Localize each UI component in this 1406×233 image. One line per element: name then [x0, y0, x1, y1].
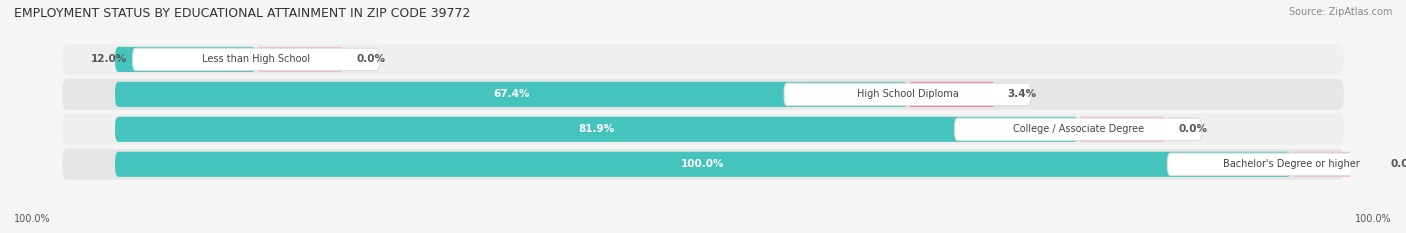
Text: Bachelor's Degree or higher: Bachelor's Degree or higher [1223, 159, 1360, 169]
Legend: In Labor Force, Unemployed: In Labor Force, Unemployed [598, 230, 808, 233]
Text: 81.9%: 81.9% [578, 124, 614, 134]
Text: 100.0%: 100.0% [14, 214, 51, 224]
Text: 3.4%: 3.4% [1008, 89, 1036, 99]
Text: EMPLOYMENT STATUS BY EDUCATIONAL ATTAINMENT IN ZIP CODE 39772: EMPLOYMENT STATUS BY EDUCATIONAL ATTAINM… [14, 7, 471, 20]
Text: College / Associate Degree: College / Associate Degree [1012, 124, 1143, 134]
FancyBboxPatch shape [256, 47, 344, 72]
FancyBboxPatch shape [62, 114, 1344, 145]
FancyBboxPatch shape [62, 149, 1344, 180]
FancyBboxPatch shape [132, 48, 380, 71]
FancyBboxPatch shape [785, 83, 1031, 106]
FancyBboxPatch shape [908, 82, 995, 107]
Text: 0.0%: 0.0% [1178, 124, 1208, 134]
FancyBboxPatch shape [115, 47, 256, 72]
FancyBboxPatch shape [62, 44, 1344, 75]
Text: High School Diploma: High School Diploma [856, 89, 959, 99]
FancyBboxPatch shape [1078, 117, 1167, 142]
Text: 100.0%: 100.0% [682, 159, 724, 169]
Text: 0.0%: 0.0% [356, 55, 385, 64]
Text: Source: ZipAtlas.com: Source: ZipAtlas.com [1288, 7, 1392, 17]
FancyBboxPatch shape [1291, 152, 1379, 177]
Text: 0.0%: 0.0% [1391, 159, 1406, 169]
Text: 12.0%: 12.0% [90, 55, 127, 64]
FancyBboxPatch shape [1167, 153, 1406, 175]
Text: Less than High School: Less than High School [202, 55, 311, 64]
FancyBboxPatch shape [955, 118, 1202, 140]
FancyBboxPatch shape [115, 117, 1078, 142]
FancyBboxPatch shape [115, 152, 1291, 177]
FancyBboxPatch shape [115, 82, 908, 107]
Text: 67.4%: 67.4% [494, 89, 530, 99]
Text: 100.0%: 100.0% [1355, 214, 1392, 224]
FancyBboxPatch shape [62, 79, 1344, 110]
